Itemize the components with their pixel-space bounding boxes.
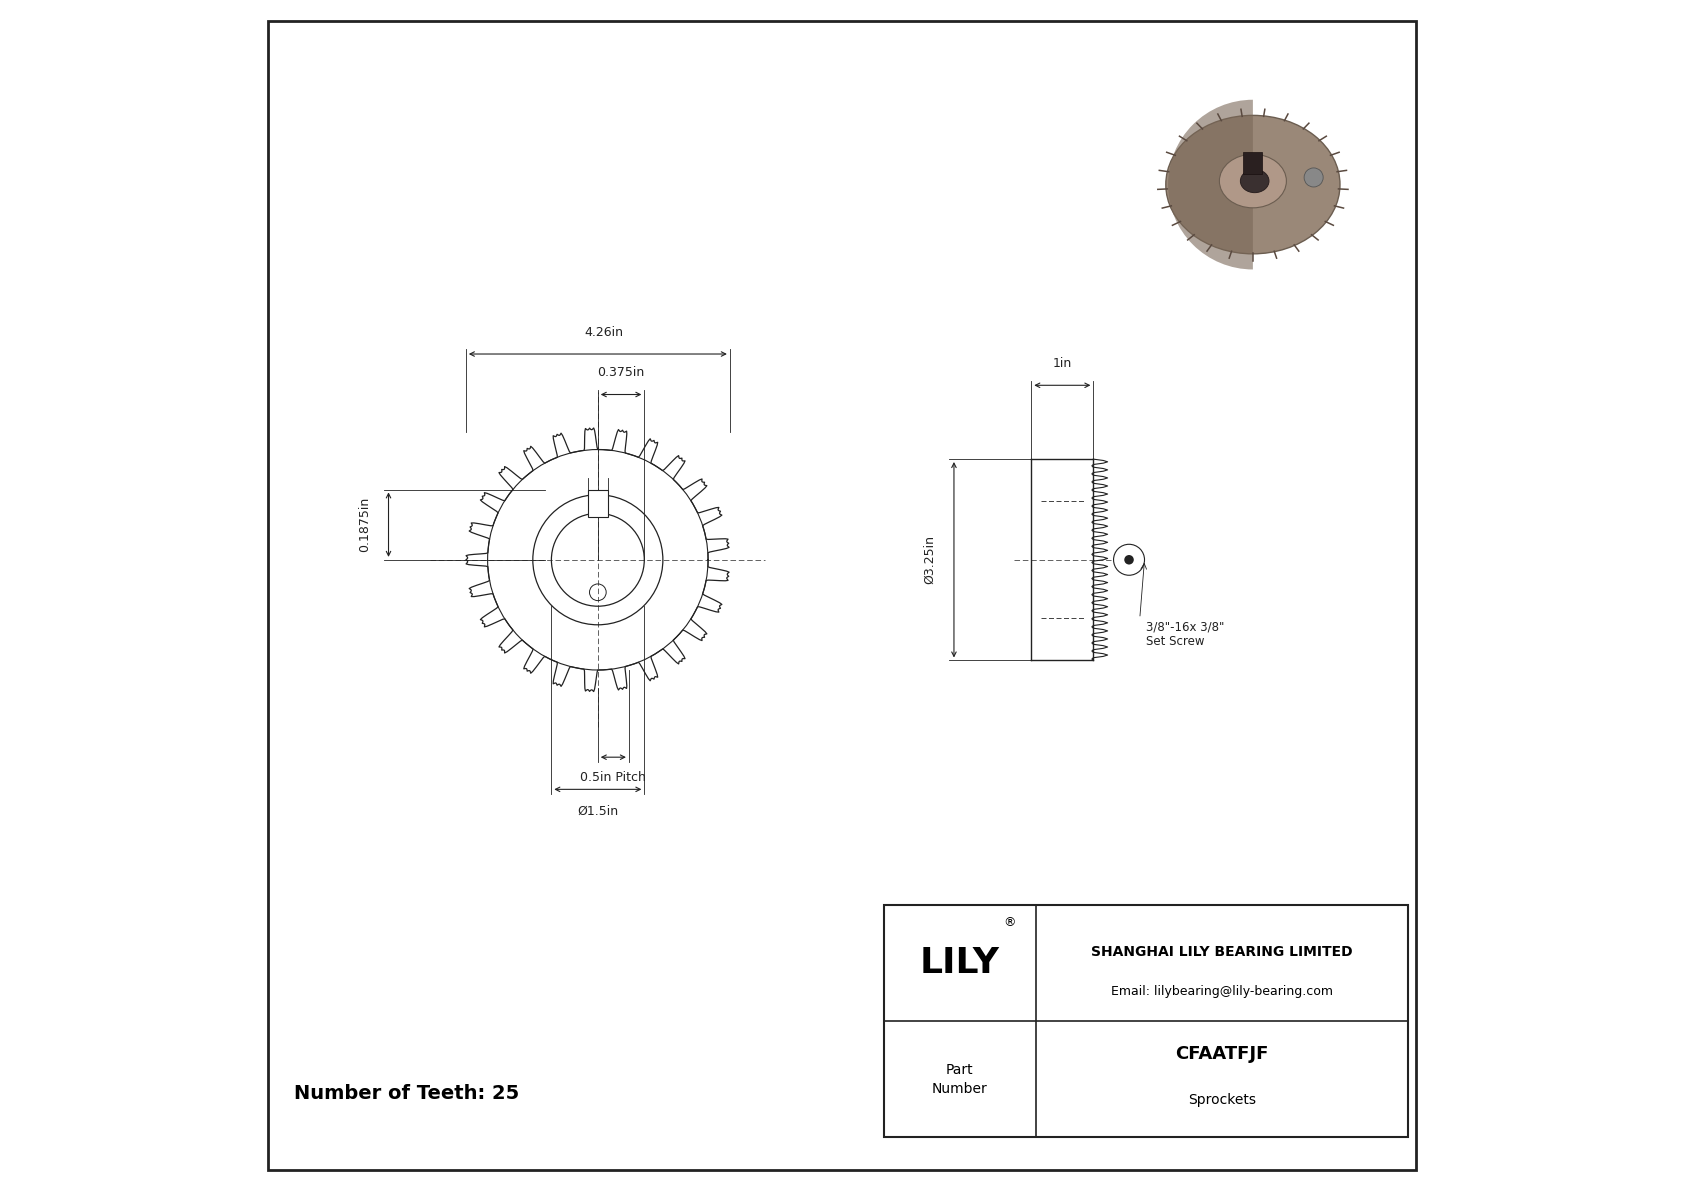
Text: Sprockets: Sprockets (1187, 1093, 1256, 1108)
Ellipse shape (1165, 116, 1340, 254)
Text: 1in: 1in (1052, 357, 1073, 369)
Text: 3/8"-16x 3/8"
Set Screw: 3/8"-16x 3/8" Set Screw (1145, 621, 1224, 648)
Text: 0.375in: 0.375in (598, 366, 645, 379)
Wedge shape (1169, 100, 1253, 269)
Circle shape (1125, 555, 1133, 565)
Text: 4.26in: 4.26in (584, 325, 623, 338)
Text: Ø1.5in: Ø1.5in (578, 805, 618, 818)
Text: Ø3.25in: Ø3.25in (923, 535, 936, 585)
Text: 0.1875in: 0.1875in (357, 497, 370, 553)
Ellipse shape (1219, 155, 1287, 208)
Text: ®: ® (1004, 916, 1015, 929)
Ellipse shape (1241, 169, 1270, 193)
Text: 0.5in Pitch: 0.5in Pitch (581, 772, 647, 785)
Text: Email: lilybearing@lily-bearing.com: Email: lilybearing@lily-bearing.com (1111, 985, 1332, 998)
Text: Number of Teeth: 25: Number of Teeth: 25 (295, 1084, 519, 1103)
Bar (1243, 152, 1263, 174)
Text: CFAATFJF: CFAATFJF (1175, 1045, 1268, 1062)
Text: SHANGHAI LILY BEARING LIMITED: SHANGHAI LILY BEARING LIMITED (1091, 944, 1352, 959)
Text: LILY: LILY (919, 946, 1000, 980)
Bar (884, 905, 1408, 1137)
Circle shape (1303, 168, 1324, 187)
Text: Part
Number: Part Number (931, 1062, 987, 1096)
Bar (588, 490, 608, 517)
